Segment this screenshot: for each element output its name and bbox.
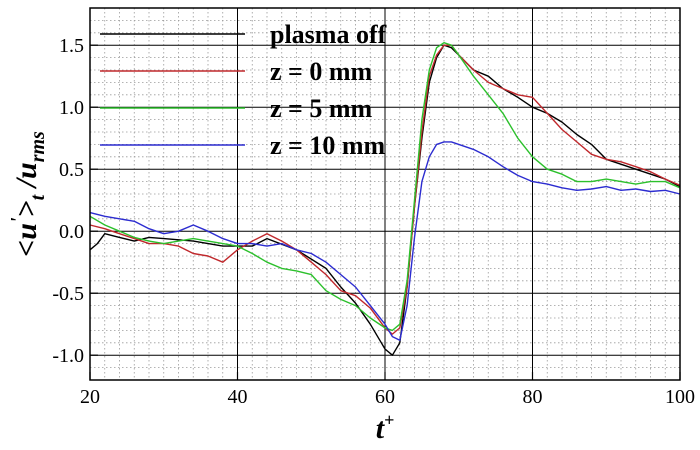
x-tick-label: 80 bbox=[523, 386, 543, 408]
x-tick-label: 40 bbox=[228, 386, 248, 408]
x-axis-title: t+ bbox=[376, 410, 395, 445]
x-tick-label: 100 bbox=[665, 386, 695, 408]
axis-ticks: 20 40 60 80 100 -1.0 -0.5 0.0 0.5 1.0 1.5 bbox=[52, 35, 695, 408]
x-tick-label: 60 bbox=[375, 386, 395, 408]
y-axis-title-part1: <u bbox=[10, 223, 43, 257]
y-tick-label: 0.5 bbox=[59, 159, 84, 181]
y-axis-title-sub2: rms bbox=[27, 131, 49, 162]
legend: plasma off z = 0 mm z = 5 mm z = 10 mm bbox=[100, 20, 387, 160]
y-tick-label: 1.5 bbox=[59, 35, 84, 57]
series-line-3 bbox=[89, 42, 681, 332]
legend-label-4: z = 10 mm bbox=[270, 131, 386, 160]
y-tick-label: -0.5 bbox=[52, 283, 84, 305]
x-axis-title-sup: + bbox=[384, 410, 394, 430]
legend-label-2: z = 0 mm bbox=[270, 57, 373, 86]
legend-label-3: z = 5 mm bbox=[270, 94, 373, 123]
series-line-4 bbox=[89, 141, 681, 341]
y-axis-title-sub1: t bbox=[27, 193, 49, 200]
series-line-2 bbox=[89, 44, 681, 335]
y-tick-label: -1.0 bbox=[52, 345, 84, 367]
major-grid bbox=[90, 8, 680, 380]
y-axis-title-part2: > bbox=[10, 200, 43, 217]
y-axis-title: <u'>t /urms bbox=[7, 131, 49, 257]
y-tick-label: 0.0 bbox=[59, 221, 84, 243]
y-axis-title-part3: /u bbox=[10, 162, 43, 195]
x-axis-title-main: t bbox=[376, 412, 386, 445]
y-tick-label: 1.0 bbox=[59, 97, 84, 119]
series-layer bbox=[89, 42, 681, 356]
y-axis-title-prime: ' bbox=[7, 217, 29, 223]
legend-label-1: plasma off bbox=[270, 20, 387, 49]
x-tick-label: 20 bbox=[80, 386, 100, 408]
